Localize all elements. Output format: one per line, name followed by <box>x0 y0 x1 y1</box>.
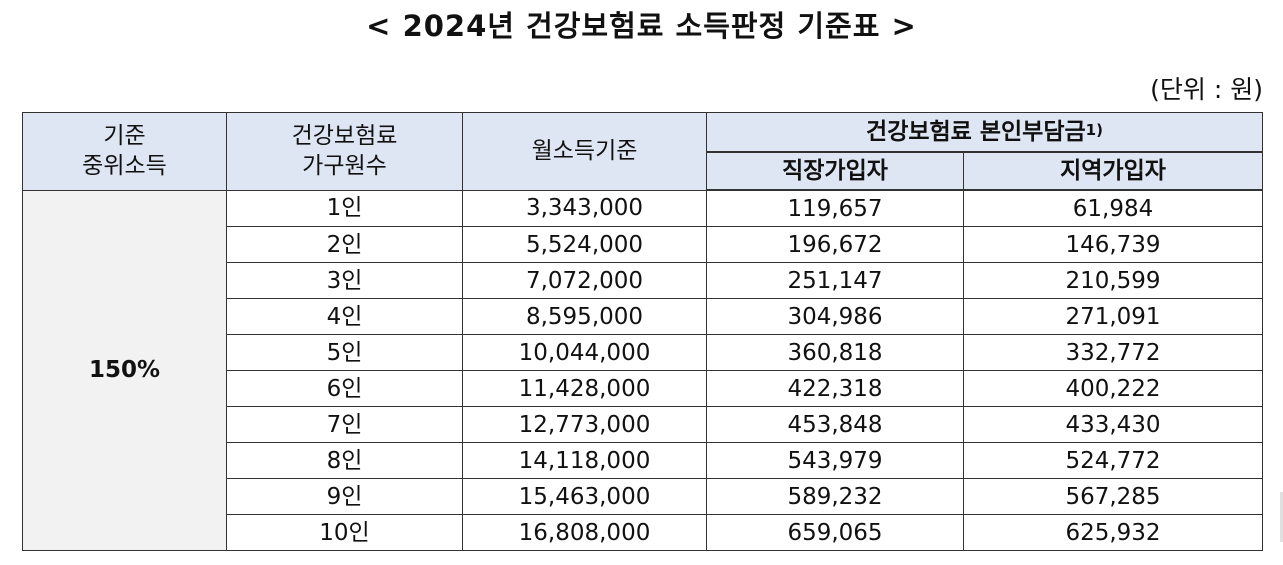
cell-employee-premium: 589,232 <box>706 478 964 515</box>
cell-regional-premium: 400,222 <box>963 370 1263 407</box>
cell-household: 4인 <box>226 298 463 335</box>
header-monthly-income: 월소득기준 <box>462 112 707 191</box>
unit-label: (단위 : 원) <box>1150 75 1263 104</box>
cell-household: 6인 <box>226 370 463 407</box>
cell-monthly-income: 11,428,000 <box>462 370 707 407</box>
table-row: 10인 16,808,000 659,065 625,932 <box>23 514 1263 551</box>
cell-monthly-income: 8,595,000 <box>462 298 707 335</box>
cell-monthly-income: 3,343,000 <box>462 189 707 227</box>
table-row: 6인 11,428,000 422,318 400,222 <box>23 370 1263 407</box>
cell-household: 3인 <box>226 262 463 299</box>
table-row: 7인 12,773,000 453,848 433,430 <box>23 406 1263 443</box>
cell-employee-premium: 453,848 <box>706 406 964 443</box>
cell-regional-premium: 61,984 <box>963 189 1263 227</box>
cell-employee-premium: 659,065 <box>706 514 964 551</box>
scrollbar-fragment <box>1280 492 1283 542</box>
cell-regional-premium: 625,932 <box>963 514 1263 551</box>
table-row: 8인 14,118,000 543,979 524,772 <box>23 442 1263 479</box>
header-premium-group: 건강보험료 본인부담금1) <box>706 112 1263 153</box>
cell-household: 8인 <box>226 442 463 479</box>
cell-regional-premium: 332,772 <box>963 334 1263 371</box>
table-header: 기준 중위소득 건강보험료 가구원수 월소득기준 건강보험료 본인부담금1) 직… <box>22 112 1263 191</box>
table-row: 150% 1인 3,343,000 119,657 61,984 <box>22 189 1263 551</box>
income-criteria-table: 기준 중위소득 건강보험료 가구원수 월소득기준 건강보험료 본인부담금1) 직… <box>22 112 1263 551</box>
cell-household: 1인 <box>226 189 463 227</box>
median-income-ratio: 150% <box>22 189 227 551</box>
cell-employee-premium: 119,657 <box>706 189 964 227</box>
header-regional: 지역가입자 <box>963 151 1263 191</box>
cell-employee-premium: 360,818 <box>706 334 964 371</box>
cell-employee-premium: 543,979 <box>706 442 964 479</box>
cell-employee-premium: 422,318 <box>706 370 964 407</box>
cell-household: 9인 <box>226 478 463 515</box>
header-median-income: 기준 중위소득 <box>22 112 227 191</box>
cell-monthly-income: 15,463,000 <box>462 478 707 515</box>
cell-regional-premium: 271,091 <box>963 298 1263 335</box>
cell-household: 7인 <box>226 406 463 443</box>
cell-regional-premium: 567,285 <box>963 478 1263 515</box>
cell-monthly-income: 14,118,000 <box>462 442 707 479</box>
cell-regional-premium: 433,430 <box>963 406 1263 443</box>
table-body: 150% 1인 3,343,000 119,657 61,984 2인 5,524,000 1… <box>22 189 1263 551</box>
cell-regional-premium: 210,599 <box>963 262 1263 299</box>
cell-household: 5인 <box>226 334 463 371</box>
header-household-size: 건강보험료 가구원수 <box>226 112 463 191</box>
cell-household: 2인 <box>226 226 463 263</box>
table-row: 4인 8,595,000 304,986 271,091 <box>23 298 1263 335</box>
cell-monthly-income: 5,524,000 <box>462 226 707 263</box>
cell-monthly-income: 10,044,000 <box>462 334 707 371</box>
cell-regional-premium: 524,772 <box>963 442 1263 479</box>
cell-employee-premium: 196,672 <box>706 226 964 263</box>
cell-monthly-income: 7,072,000 <box>462 262 707 299</box>
cell-employee-premium: 304,986 <box>706 298 964 335</box>
footnote-marker: 1) <box>1085 121 1103 139</box>
cell-employee-premium: 251,147 <box>706 262 964 299</box>
cell-monthly-income: 12,773,000 <box>462 406 707 443</box>
header-employee: 직장가입자 <box>706 151 964 191</box>
cell-regional-premium: 146,739 <box>963 226 1263 263</box>
cell-household: 10인 <box>226 514 463 551</box>
table-row: 5인 10,044,000 360,818 332,772 <box>23 334 1263 371</box>
cell-monthly-income: 16,808,000 <box>462 514 707 551</box>
page-title: < 2024년 건강보험료 소득판정 기준표 > <box>366 9 917 43</box>
